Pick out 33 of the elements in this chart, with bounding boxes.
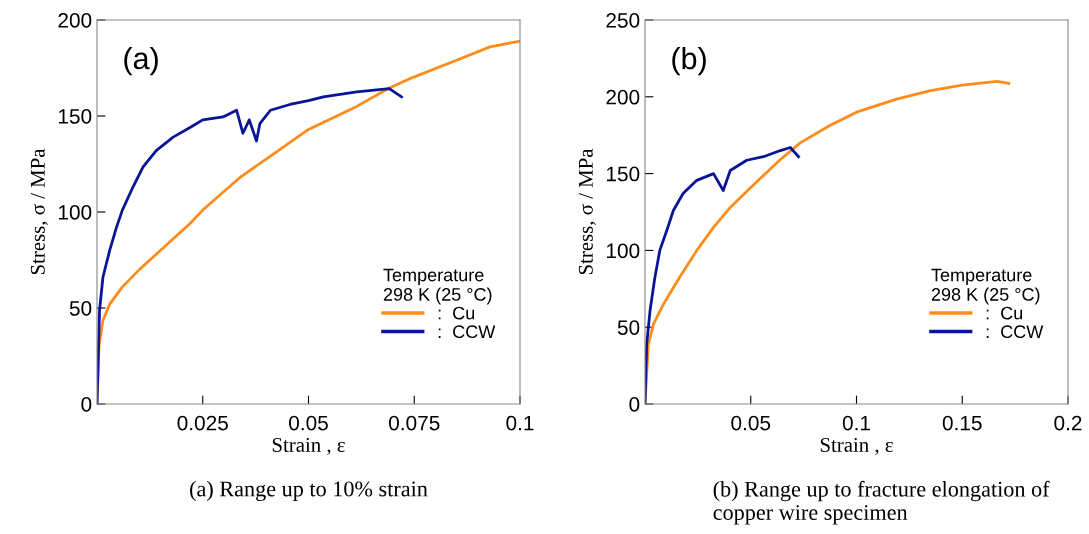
y-tick-label: 0 bbox=[629, 397, 640, 412]
text: (b) Range up to fracture elongation of copper wire specimen bbox=[713, 480, 1050, 525]
legend-label: : Cu bbox=[986, 306, 1023, 320]
legend-title: Temperature 298 K (25 °C) bbox=[931, 268, 1040, 305]
y-tick-label: 50 bbox=[69, 301, 92, 316]
y-tick-label: 0 bbox=[81, 397, 92, 412]
y-axis-title: Stress, σ / MPa bbox=[30, 148, 48, 275]
y-tick-label: 200 bbox=[606, 89, 640, 105]
y-tick-label: 150 bbox=[58, 109, 92, 124]
legend-label: : CCW bbox=[986, 325, 1044, 339]
x-tick-label: 0.075 bbox=[389, 415, 440, 431]
x-axis-title: Strain , ε bbox=[820, 437, 893, 455]
y-tick-label: 50 bbox=[617, 320, 640, 335]
annotation: (a) bbox=[124, 46, 158, 76]
x-tick-label: 0.15 bbox=[942, 415, 982, 431]
y-tick-label: 100 bbox=[606, 243, 640, 259]
x-tick-label: 0.1 bbox=[842, 415, 870, 431]
annotation: (b) bbox=[672, 46, 706, 76]
text: (a) Range up to 10% strain bbox=[190, 480, 428, 502]
x-tick-label: 0.025 bbox=[177, 415, 228, 431]
legend-title: Temperature 298 K (25 °C) bbox=[383, 268, 492, 305]
y-tick-label: 150 bbox=[606, 166, 640, 182]
x-axis-title: Strain , ε bbox=[272, 437, 345, 455]
y-tick-label: 250 bbox=[606, 13, 640, 28]
legend-label: : Cu bbox=[438, 306, 475, 320]
y-axis-title: Stress, σ / MPa bbox=[578, 148, 596, 275]
x-tick-label: 0.05 bbox=[731, 415, 771, 431]
y-tick-label: 100 bbox=[58, 205, 92, 220]
x-tick-label: 0.05 bbox=[289, 415, 328, 431]
legend-label: : CCW bbox=[438, 325, 496, 339]
x-tick-label: 0.2 bbox=[1054, 415, 1082, 431]
y-tick-label: 200 bbox=[58, 13, 92, 28]
x-tick-label: 0.1 bbox=[506, 415, 534, 431]
